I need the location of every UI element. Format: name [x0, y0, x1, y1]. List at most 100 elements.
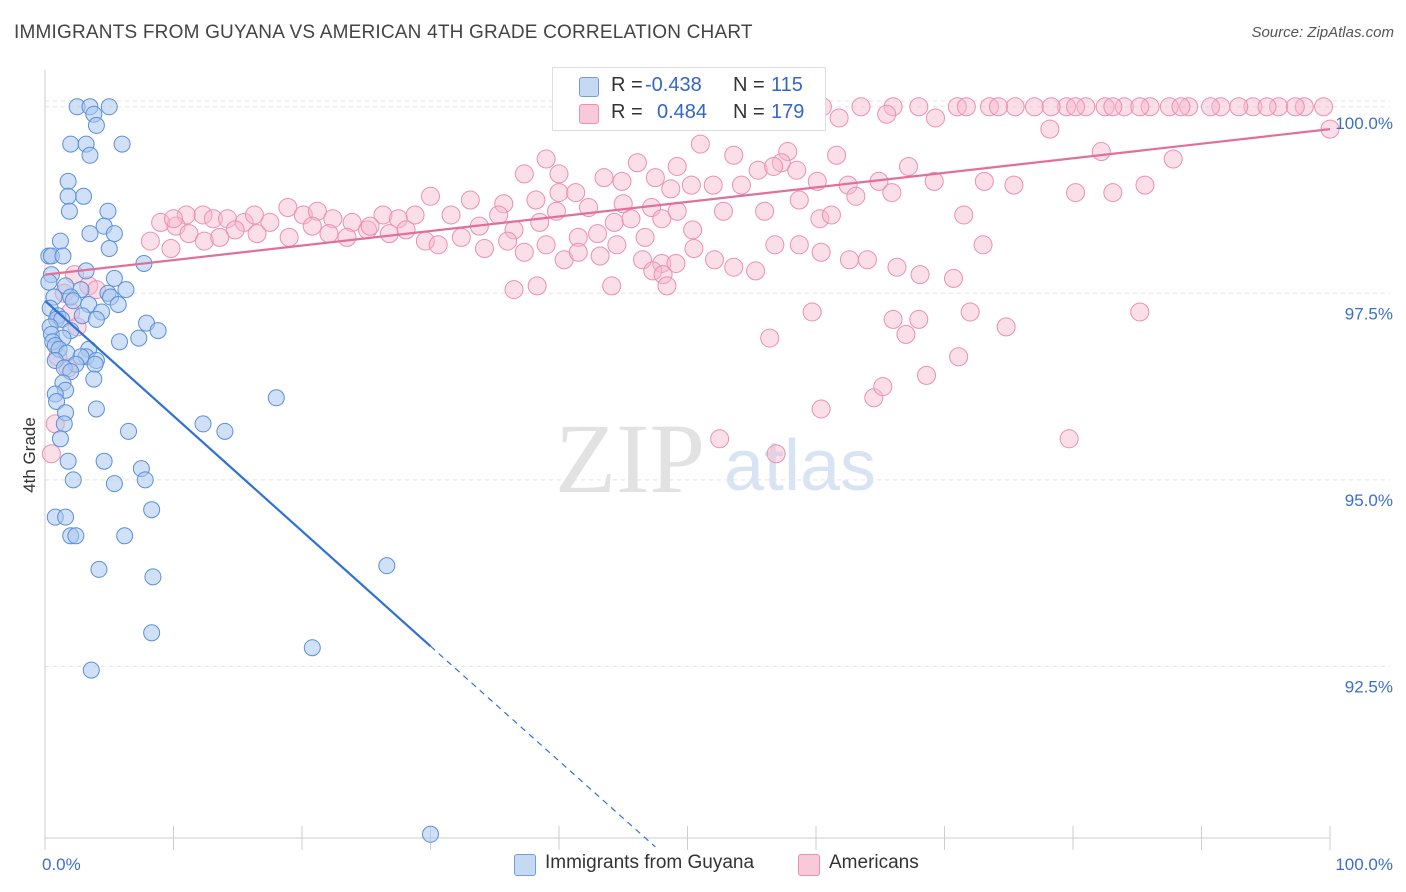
- americans-point: [1200, 97, 1220, 117]
- americans-point: [827, 145, 847, 165]
- americans-point: [1130, 302, 1150, 322]
- americans-point: [883, 309, 903, 329]
- americans-point: [851, 97, 871, 117]
- americans-point: [421, 186, 440, 206]
- americans-point: [748, 160, 768, 180]
- americans-point: [161, 239, 181, 259]
- guyana-point: [87, 400, 105, 418]
- americans-swatch: [579, 104, 599, 124]
- guyana-point: [113, 135, 131, 153]
- guyana-point: [82, 661, 100, 679]
- guyana-point: [51, 232, 69, 250]
- americans-point: [802, 302, 822, 322]
- guyana-trend-extension: [430, 645, 656, 848]
- y-tick-label: 92.5%: [1345, 677, 1393, 696]
- americans-point: [766, 444, 786, 464]
- americans-point: [1257, 97, 1277, 117]
- x-tick-label: 100.0%: [1335, 855, 1393, 874]
- guyana-point: [87, 310, 105, 328]
- y-tick-label: 100.0%: [1335, 114, 1393, 133]
- americans-point: [342, 212, 362, 232]
- guyana-point: [75, 187, 93, 205]
- watermark-zip: ZIP: [555, 403, 705, 514]
- americans-point: [917, 365, 937, 385]
- guyana-legend-label: Immigrants from Guyana: [545, 852, 755, 873]
- guyana-point: [85, 370, 103, 388]
- americans-point: [667, 156, 687, 176]
- americans-point: [652, 209, 672, 229]
- americans-point: [724, 257, 744, 277]
- americans-point: [667, 201, 687, 221]
- americans-point: [810, 209, 830, 229]
- americans-point: [460, 190, 480, 210]
- americans-point: [846, 186, 866, 206]
- americans-point: [974, 171, 994, 191]
- americans-point: [1159, 97, 1179, 117]
- americans-point: [498, 231, 518, 251]
- americans-point: [1076, 97, 1096, 117]
- guyana-point: [64, 292, 82, 310]
- americans-point: [943, 268, 963, 288]
- americans-point: [661, 179, 681, 199]
- americans-point: [1004, 175, 1024, 195]
- guyana-swatch: [579, 77, 599, 97]
- americans-point: [760, 328, 780, 348]
- americans-point: [514, 242, 534, 262]
- guyana-point: [55, 415, 73, 433]
- guyana-point: [100, 240, 118, 258]
- watermark-atlas: atlas: [724, 426, 876, 506]
- guyana-point: [143, 501, 161, 519]
- americans-point: [755, 201, 775, 221]
- guyana-point: [422, 825, 439, 843]
- americans-point: [883, 97, 903, 117]
- guyana-legend-swatch: [514, 854, 536, 876]
- guyana-point: [378, 557, 396, 575]
- americans-point: [319, 224, 339, 244]
- americans-point: [474, 239, 494, 259]
- americans-point: [882, 183, 902, 203]
- americans-point: [1163, 149, 1183, 169]
- americans-point: [193, 205, 213, 225]
- guyana-point: [303, 639, 321, 657]
- americans-point: [635, 227, 655, 247]
- americans-point: [337, 227, 357, 247]
- americans-point: [1059, 429, 1079, 449]
- guyana-point: [64, 471, 82, 489]
- americans-point: [954, 205, 974, 225]
- guyana-points: [40, 98, 439, 843]
- guyana-trend-line: [44, 299, 432, 648]
- americans-point: [1024, 97, 1044, 117]
- americans-legend-label: Americans: [829, 852, 919, 873]
- americans-point: [811, 399, 831, 419]
- americans-point: [527, 276, 547, 296]
- guyana-point: [59, 452, 77, 470]
- americans-point: [704, 250, 724, 270]
- americans-point: [690, 134, 710, 154]
- americans-point: [681, 175, 701, 195]
- americans-point: [179, 224, 199, 244]
- guyana-point: [67, 527, 85, 545]
- americans-point: [857, 250, 877, 270]
- americans-point: [765, 235, 785, 255]
- americans-point: [1091, 142, 1111, 162]
- axes: [44, 70, 1331, 850]
- n-label: N =: [733, 101, 765, 123]
- americans-point: [379, 224, 399, 244]
- americans-point: [829, 108, 849, 128]
- americans-point: [877, 104, 897, 124]
- americans-point: [924, 171, 944, 191]
- americans-point: [811, 242, 831, 262]
- americans-point: [1040, 119, 1060, 139]
- americans-point: [260, 212, 280, 232]
- americans-point: [1095, 97, 1115, 117]
- guyana-point: [130, 329, 148, 347]
- americans-point: [996, 317, 1016, 337]
- guyana-point: [116, 527, 134, 545]
- americans-point: [627, 153, 647, 173]
- americans-point: [926, 108, 946, 128]
- americans-point: [724, 145, 744, 165]
- americans-point: [684, 239, 704, 259]
- americans-point: [988, 97, 1008, 117]
- americans-point: [789, 190, 809, 210]
- americans-point: [839, 250, 859, 270]
